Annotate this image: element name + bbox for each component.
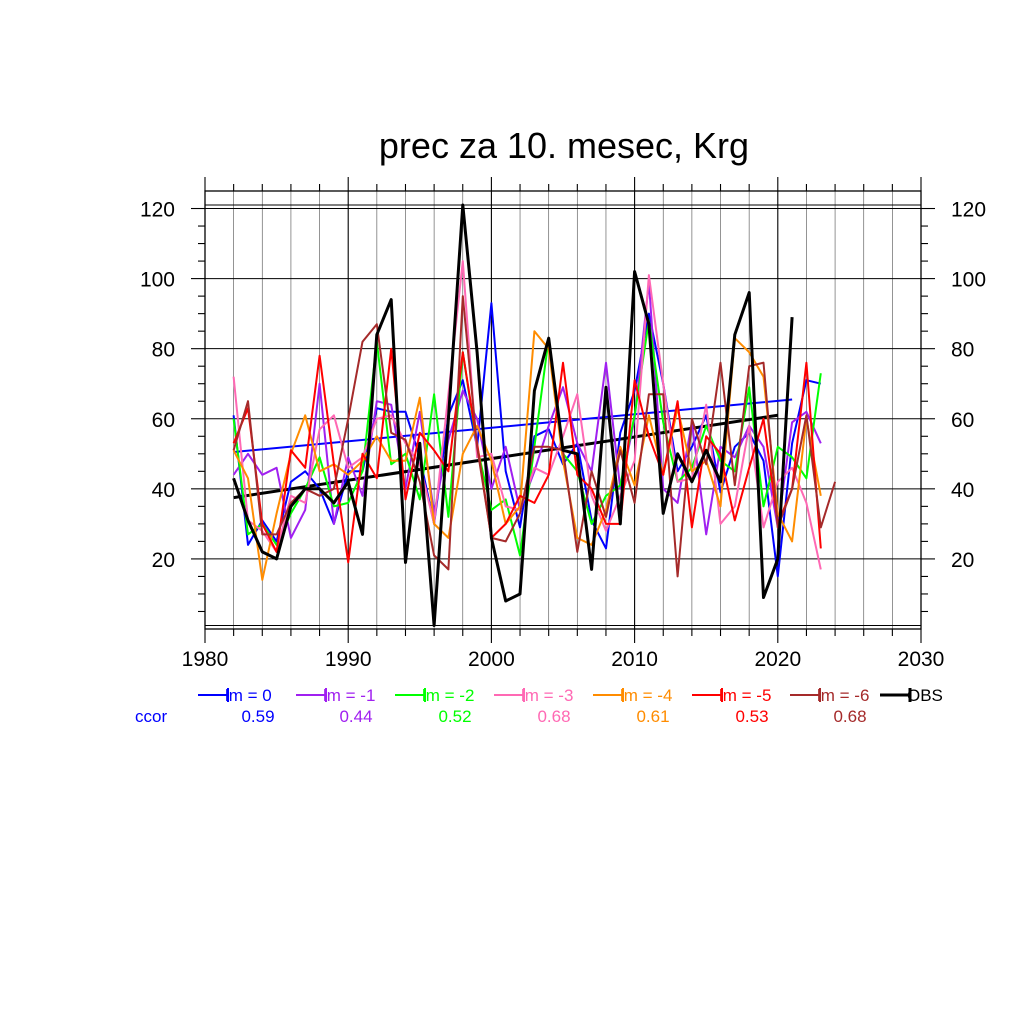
y-tick-label: 100 xyxy=(951,269,986,292)
ccor-label: ccor xyxy=(135,707,167,726)
ccor-value: 0.53 xyxy=(735,707,768,726)
ccor-value: 0.59 xyxy=(241,707,274,726)
series-line xyxy=(232,295,837,578)
series-line xyxy=(232,203,794,627)
series-line xyxy=(232,330,822,581)
y-tick-label: 80 xyxy=(152,339,175,362)
chart-title: prec za 10. mesec, Krg xyxy=(379,125,749,166)
x-tick-label: 2000 xyxy=(468,648,515,671)
series-lines xyxy=(232,203,837,627)
grid xyxy=(205,191,921,629)
y-tick-label: 100 xyxy=(140,269,175,292)
legend-label: lm = -1 xyxy=(323,686,375,705)
ccor-value: 0.44 xyxy=(339,707,372,726)
plot-frame xyxy=(204,190,922,630)
ccor-value: 0.61 xyxy=(636,707,669,726)
legend-label: lm = -2 xyxy=(422,686,474,705)
trend-line xyxy=(233,413,779,500)
legend-label: lm = -3 xyxy=(521,686,573,705)
ccor-value: 0.68 xyxy=(833,707,866,726)
trend-lines xyxy=(233,398,793,500)
ccor-value: 0.68 xyxy=(537,707,570,726)
y-tick-label: 120 xyxy=(140,199,175,222)
y-tick-label: 20 xyxy=(951,549,974,572)
x-tick-label: 2020 xyxy=(754,648,801,671)
y-tick-label: 40 xyxy=(152,479,175,502)
y-tick-label: 80 xyxy=(951,339,974,362)
legend-label: lm = 0 xyxy=(225,686,272,705)
y-tick-label: 120 xyxy=(951,199,986,222)
trend-line xyxy=(233,398,793,454)
legend-label: lm = -6 xyxy=(817,686,869,705)
y-tick-label: 60 xyxy=(951,409,974,432)
y-tick-label: 40 xyxy=(951,479,974,502)
legend: ccor lm = 0 0.59 lm = -1 0.44 lm = -2 0.52 lm =… xyxy=(135,686,943,726)
ccor-value: 0.52 xyxy=(438,707,471,726)
legend-label: OBS xyxy=(907,686,943,705)
x-tick-label: 2010 xyxy=(611,648,658,671)
x-tick-label: 1990 xyxy=(325,648,372,671)
y-tick-label: 20 xyxy=(152,549,175,572)
y-tick-label: 60 xyxy=(152,409,175,432)
x-tick-label: 1980 xyxy=(182,648,229,671)
x-tick-label: 2030 xyxy=(898,648,945,671)
legend-label: lm = -5 xyxy=(719,686,771,705)
legend-label: lm = -4 xyxy=(620,686,672,705)
